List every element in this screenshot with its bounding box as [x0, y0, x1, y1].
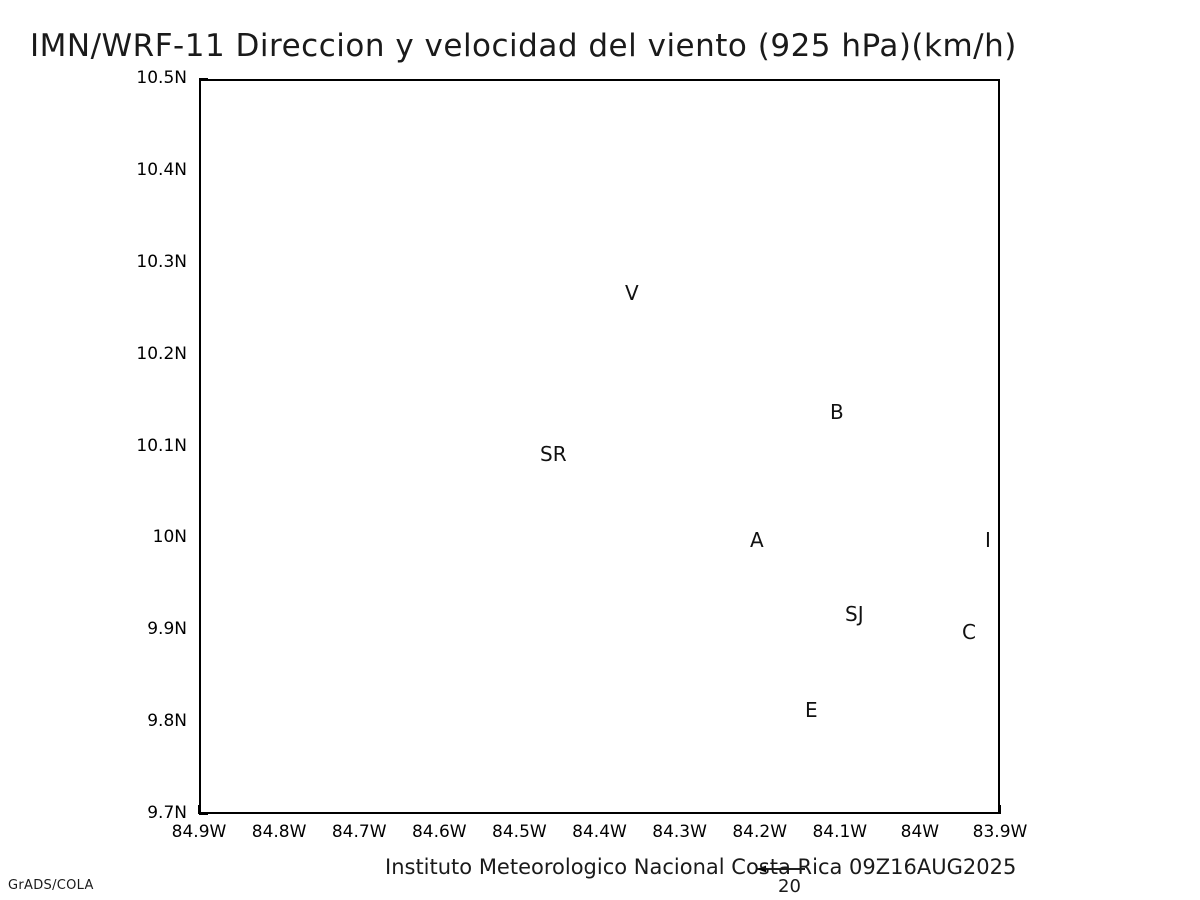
x-axis-tick-label: 84.5W: [492, 822, 547, 842]
y-axis-tick-label: 10.3N: [136, 251, 187, 272]
reference-vector-label: 20: [778, 876, 801, 897]
y-axis-tick-label: 10.2N: [136, 343, 187, 364]
institution-footer: Instituto Meteorologico Nacional Costa R…: [385, 855, 1017, 879]
x-axis-tick-label: 84.8W: [251, 822, 307, 842]
plot-frame: [199, 79, 1000, 814]
y-axis-tick-label: 10.1N: [136, 435, 187, 456]
y-axis-tick-label: 10.5N: [136, 68, 187, 88]
y-axis-tick-label: 9.9N: [147, 619, 187, 640]
y-axis-tick-label: 10.4N: [136, 159, 187, 180]
x-axis-tick-label: 84.1W: [812, 822, 868, 842]
y-axis-tick-label: 9.8N: [147, 711, 187, 732]
page-title: IMN/WRF-11 Direccion y velocidad del vie…: [30, 28, 1017, 64]
x-axis-tick-label: 84.7W: [331, 822, 387, 842]
x-axis-tick-label: 84.4W: [572, 822, 627, 842]
x-axis-tick-label: 84.2W: [732, 822, 788, 842]
software-credit: GrADS/COLA: [8, 878, 94, 893]
y-axis-tick-label: 10N: [152, 527, 187, 548]
y-axis-tick-label: 9.7N: [147, 803, 187, 823]
x-axis-tick-label: 83.9W: [972, 822, 1028, 842]
x-axis-tick-label: 84.9W: [171, 822, 227, 842]
x-axis-tick-label: 84W: [900, 822, 940, 842]
x-axis-tick-label: 84.3W: [652, 822, 707, 842]
x-axis-tick-label: 84.6W: [411, 822, 467, 842]
